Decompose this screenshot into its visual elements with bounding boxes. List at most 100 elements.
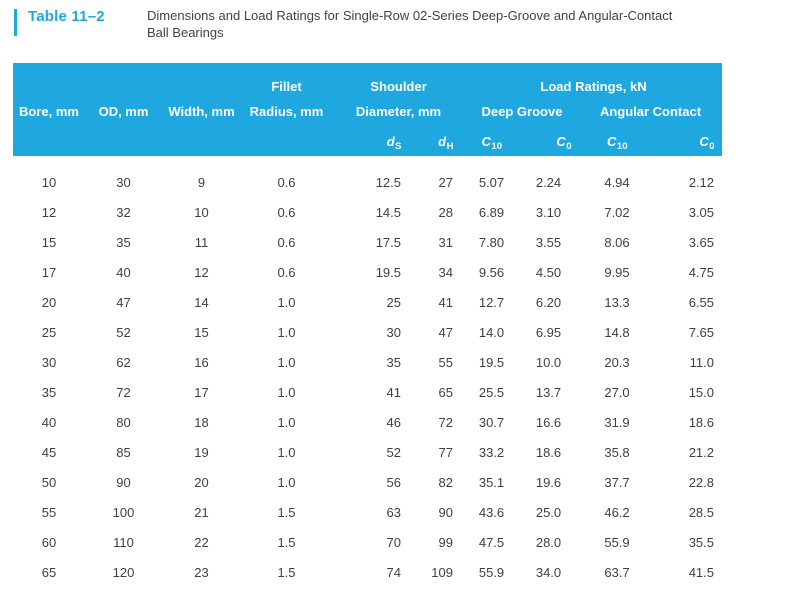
header-shoulder: Shoulder <box>332 63 465 96</box>
cell-angular-contact-c0: 41.5 <box>688 564 714 580</box>
cell-deep-groove-c10: 6.89 <box>478 204 505 220</box>
cell-shoulder-dh: 28 <box>438 204 453 220</box>
header-symbol-dg-c0: C0 <box>518 126 579 156</box>
cell-angular-contact-c0: 28.5 <box>688 504 714 520</box>
cell-width: 17 <box>194 384 209 400</box>
header-fillet: Fillet <box>241 63 332 96</box>
header-symbol-row: dS dH C10 C0 C10 C0 <box>13 126 722 156</box>
cell-deep-groove-c10: 19.5 <box>478 354 505 370</box>
cell-deep-groove-c0: 6.95 <box>535 324 562 340</box>
header-angular-contact: Angular Contact <box>579 96 722 126</box>
cell-width: 18 <box>194 414 209 430</box>
cell-width: 15 <box>194 324 209 340</box>
cell-fillet-radius: 1.0 <box>277 294 296 310</box>
cell-fillet-radius: 1.5 <box>277 534 296 550</box>
header-symbol-dh: dH <box>415 126 465 156</box>
cell-od: 72 <box>116 384 131 400</box>
cell-od: 62 <box>116 354 131 370</box>
cell-angular-contact-c10: 37.7 <box>604 474 630 490</box>
cell-od: 35 <box>116 234 131 250</box>
table-row: 25 52 15 1.0 30 47 14.0 6.95 14.8 7.65 <box>13 317 722 347</box>
cell-fillet-radius: 1.0 <box>277 384 296 400</box>
cell-angular-contact-c0: 3.05 <box>688 204 714 220</box>
header-symbol-ds: dS <box>332 126 415 156</box>
header-diameter: Diameter, mm <box>332 96 465 126</box>
cell-angular-contact-c10: 46.2 <box>604 504 630 520</box>
cell-shoulder-dh: 72 <box>438 414 453 430</box>
cell-bore: 45 <box>41 444 57 460</box>
cell-bore: 35 <box>41 384 57 400</box>
cell-deep-groove-c0: 25.0 <box>535 504 562 520</box>
cell-width: 21 <box>194 504 209 520</box>
cell-width: 16 <box>194 354 209 370</box>
cell-deep-groove-c10: 43.6 <box>478 504 505 520</box>
cell-shoulder-ds: 14.5 <box>375 204 401 220</box>
cell-shoulder-dh: 82 <box>438 474 453 490</box>
symbol-base: C <box>607 133 617 149</box>
cell-deep-groove-c0: 16.6 <box>535 414 562 430</box>
cell-fillet-radius: 1.0 <box>277 414 296 430</box>
cell-od: 52 <box>116 324 131 340</box>
cell-width: 20 <box>194 474 209 490</box>
cell-fillet-radius: 0.6 <box>277 204 296 220</box>
cell-bore: 40 <box>41 414 57 430</box>
cell-fillet-radius: 1.5 <box>277 564 296 580</box>
symbol-sub: H <box>446 140 454 152</box>
cell-deep-groove-c10: 35.1 <box>478 474 505 490</box>
cell-deep-groove-c0: 34.0 <box>535 564 562 580</box>
bearing-dimensions-table: Fillet Shoulder Load Ratings, kN Bore, m… <box>13 63 722 587</box>
table-row: 15 35 11 0.6 17.5 31 7.80 3.55 8.06 3.65 <box>13 227 722 257</box>
symbol-base: d <box>438 133 447 149</box>
symbol-base: C <box>556 133 566 149</box>
cell-od: 47 <box>116 294 131 310</box>
cell-shoulder-dh: 77 <box>438 444 453 460</box>
cell-angular-contact-c10: 7.02 <box>604 204 630 220</box>
cell-deep-groove-c0: 4.50 <box>535 264 562 280</box>
cell-fillet-radius: 1.0 <box>277 474 296 490</box>
cell-od: 120 <box>112 564 135 580</box>
cell-shoulder-dh: 99 <box>438 534 453 550</box>
cell-deep-groove-c0: 6.20 <box>535 294 562 310</box>
cell-shoulder-ds: 46 <box>386 414 401 430</box>
cell-bore: 17 <box>41 264 57 280</box>
cell-fillet-radius: 0.6 <box>277 234 296 250</box>
symbol-base: C <box>481 133 491 149</box>
cell-angular-contact-c0: 4.75 <box>688 264 714 280</box>
cell-angular-contact-c10: 9.95 <box>604 264 630 280</box>
cell-bore: 30 <box>41 354 57 370</box>
symbol-sub: S <box>395 140 402 152</box>
cell-angular-contact-c10: 14.8 <box>604 324 630 340</box>
cell-shoulder-ds: 17.5 <box>375 234 401 250</box>
cell-angular-contact-c10: 13.3 <box>604 294 630 310</box>
cell-angular-contact-c10: 31.9 <box>604 414 630 430</box>
cell-shoulder-ds: 41 <box>386 384 401 400</box>
cell-shoulder-ds: 30 <box>386 324 401 340</box>
cell-angular-contact-c0: 6.55 <box>688 294 714 310</box>
table-header: Fillet Shoulder Load Ratings, kN Bore, m… <box>13 63 722 156</box>
table-row: 40 80 18 1.0 46 72 30.7 16.6 31.9 18.6 <box>13 407 722 437</box>
cell-deep-groove-c0: 3.10 <box>535 204 562 220</box>
cell-fillet-radius: 0.6 <box>277 264 296 280</box>
table-row: 50 90 20 1.0 56 82 35.1 19.6 37.7 22.8 <box>13 467 722 497</box>
cell-deep-groove-c10: 47.5 <box>478 534 505 550</box>
cell-bore: 10 <box>41 174 57 190</box>
cell-shoulder-ds: 74 <box>386 564 401 580</box>
cell-od: 100 <box>112 504 135 520</box>
cell-fillet-radius: 0.6 <box>277 174 296 190</box>
cell-deep-groove-c0: 28.0 <box>535 534 562 550</box>
header-spacer <box>13 63 241 96</box>
cell-shoulder-ds: 56 <box>386 474 401 490</box>
cell-width: 19 <box>194 444 209 460</box>
cell-shoulder-ds: 52 <box>386 444 401 460</box>
cell-deep-groove-c0: 19.6 <box>535 474 562 490</box>
title-accent-bar <box>14 9 17 36</box>
symbol-sub: 0 <box>709 140 715 152</box>
cell-angular-contact-c10: 20.3 <box>604 354 630 370</box>
cell-bore: 50 <box>41 474 57 490</box>
cell-od: 110 <box>113 534 134 550</box>
cell-bore: 60 <box>41 534 57 550</box>
cell-shoulder-dh: 109 <box>431 564 453 580</box>
cell-shoulder-dh: 90 <box>438 504 453 520</box>
cell-angular-contact-c0: 3.65 <box>688 234 714 250</box>
